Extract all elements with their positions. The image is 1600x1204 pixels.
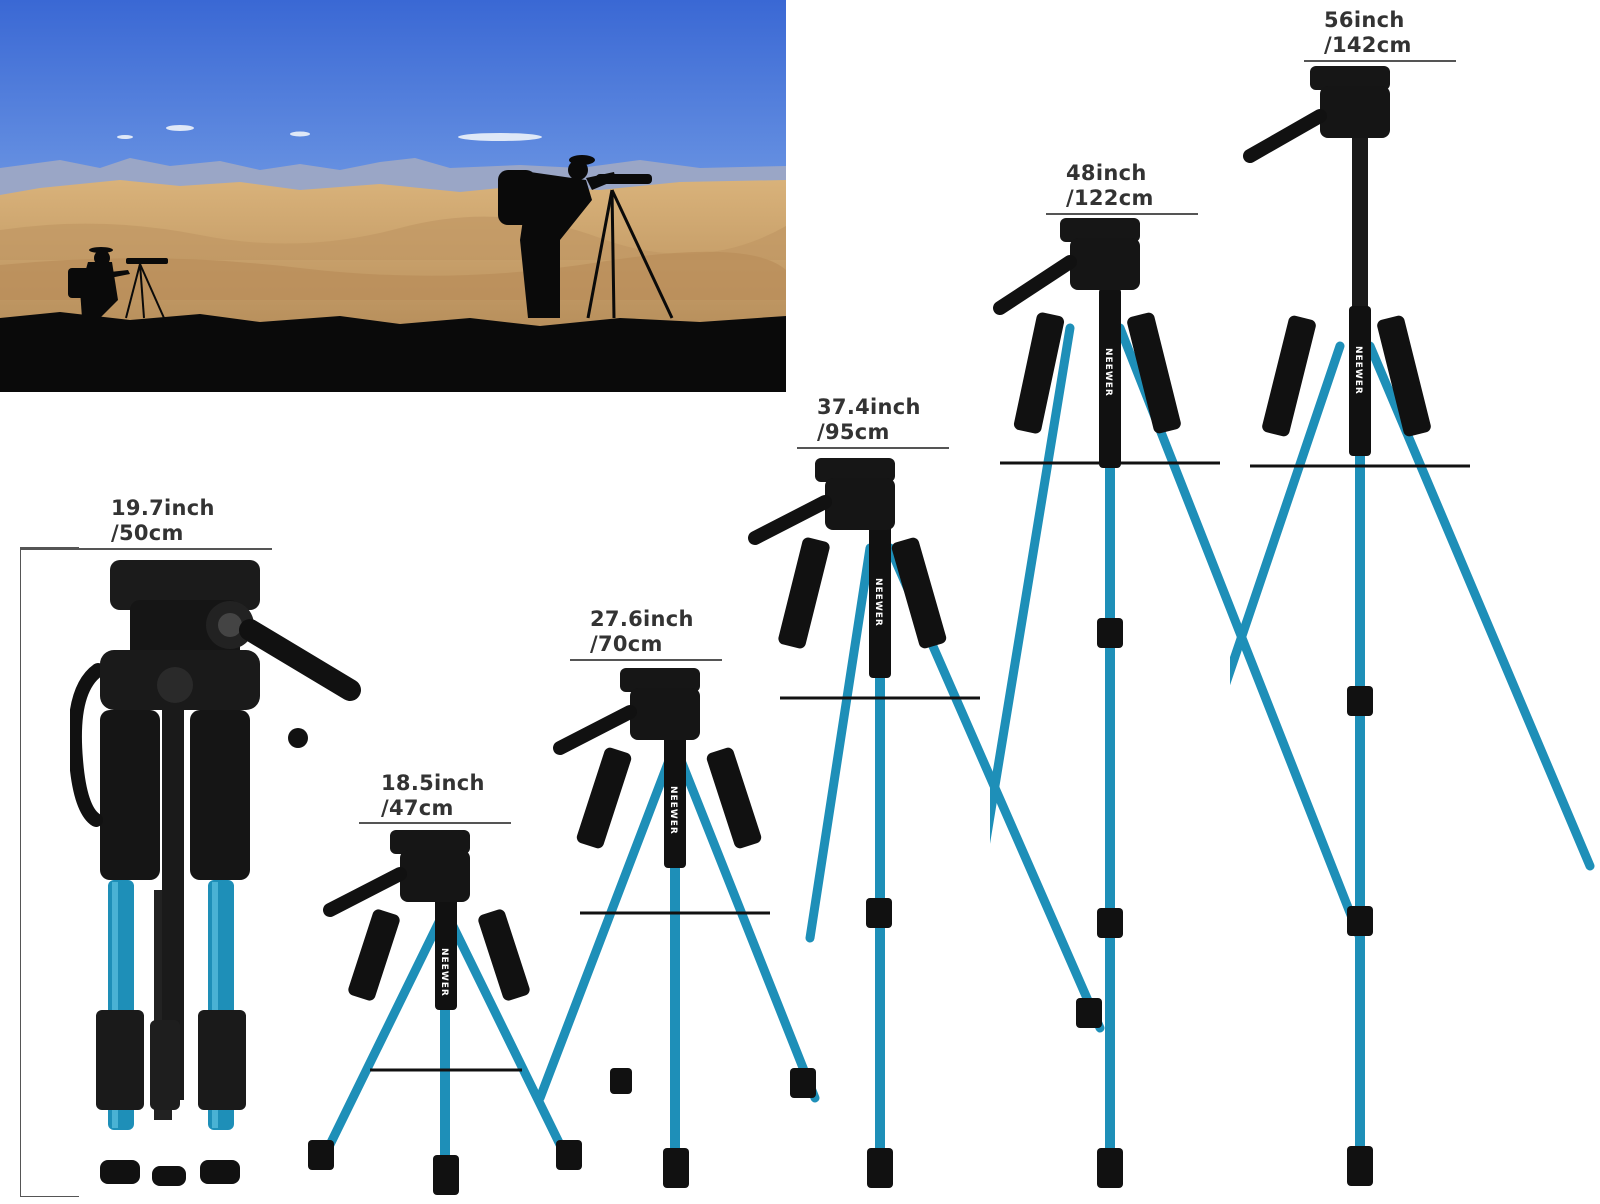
- tripod-height-2: NEEWER: [520, 668, 840, 1202]
- height-rule: [20, 548, 272, 550]
- svg-text:NEEWER: NEEWER: [668, 786, 678, 835]
- height-inch: 56inch: [1324, 8, 1405, 32]
- height-label-3: 37.4inch /95cm: [797, 395, 977, 449]
- svg-text:NEEWER: NEEWER: [1103, 348, 1113, 397]
- height-label-2: 27.6inch /70cm: [570, 607, 750, 661]
- height-rule: [797, 447, 949, 449]
- height-label-5: 56inch /142cm: [1304, 8, 1484, 62]
- height-rule: [1304, 60, 1456, 62]
- height-label-4: 48inch /122cm: [1046, 161, 1226, 215]
- height-rule: [359, 822, 511, 824]
- svg-text:NEEWER: NEEWER: [873, 578, 883, 627]
- height-inch: 19.7inch: [111, 496, 215, 520]
- height-rule: [1046, 213, 1198, 215]
- height-label-folded: 19.7inch /50cm: [20, 496, 272, 550]
- svg-text:NEEWER: NEEWER: [439, 948, 449, 997]
- folded-height-bracket: [20, 547, 79, 1197]
- height-cm: /142cm: [1324, 33, 1412, 57]
- height-inch: 48inch: [1066, 161, 1147, 185]
- landscape-photo: [0, 0, 786, 392]
- tripod-folded: [67, 560, 370, 1204]
- height-inch: 37.4inch: [817, 395, 921, 419]
- height-cm: /95cm: [817, 420, 890, 444]
- svg-text:NEEWER: NEEWER: [1353, 346, 1363, 395]
- height-cm: /47cm: [381, 796, 454, 820]
- tripod-height-1: NEEWER: [300, 830, 590, 1204]
- tripod-height-4: NEEWER: [965, 218, 1380, 1204]
- height-cm: /122cm: [1066, 186, 1154, 210]
- height-cm: /50cm: [111, 521, 184, 545]
- height-inch: 18.5inch: [381, 771, 485, 795]
- height-label-1: 18.5inch /47cm: [359, 771, 541, 824]
- tripod-height-5: NEEWER: [1105, 66, 1600, 1204]
- height-rule: [570, 659, 722, 661]
- height-inch: 27.6inch: [590, 607, 694, 631]
- height-cm: /70cm: [590, 632, 663, 656]
